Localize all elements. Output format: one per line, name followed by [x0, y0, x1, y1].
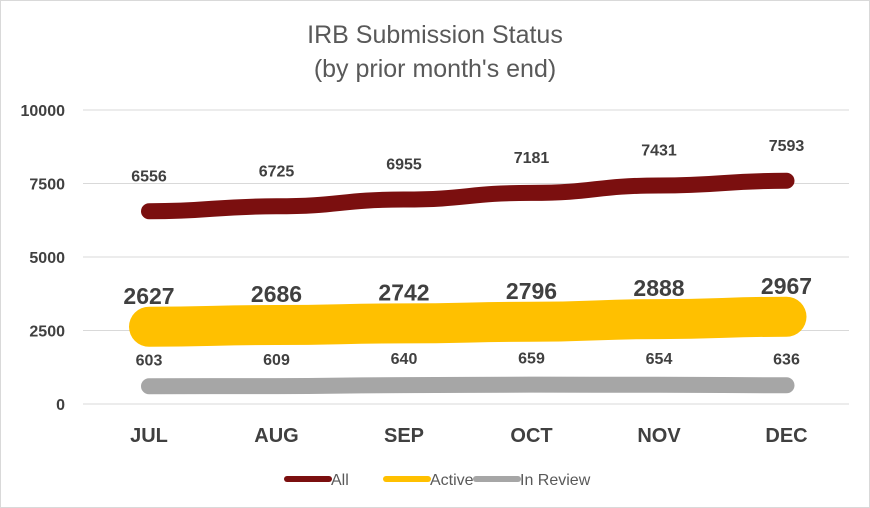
data-label: 6955	[386, 157, 422, 174]
x-tick-label: SEP	[384, 425, 424, 447]
data-label: 654	[646, 351, 673, 368]
data-labels: 6556 6725 6955 7181 7431 7593 2627 2686 2742 2796…	[123, 138, 812, 370]
legend-label: In Review	[520, 472, 591, 489]
data-label: 2742	[378, 279, 429, 305]
series-lines	[129, 172, 807, 395]
data-label: 2627	[123, 283, 174, 309]
data-label: 6725	[259, 163, 295, 180]
series-line-active	[129, 296, 807, 347]
x-tick-label: NOV	[637, 425, 681, 447]
chart-title: IRB Submission Status (by prior month's …	[307, 21, 563, 83]
data-label: 7181	[514, 150, 550, 167]
data-label: 640	[391, 351, 418, 368]
x-tick-label: DEC	[765, 425, 807, 447]
y-tick-label: 5000	[29, 250, 65, 267]
data-label: 7431	[641, 143, 677, 160]
y-tick-label: 2500	[29, 324, 65, 341]
x-tick-label: AUG	[254, 425, 298, 447]
legend: All Active In Review	[284, 472, 591, 489]
y-tick-label: 10000	[21, 103, 66, 120]
data-label: 2967	[761, 273, 812, 299]
x-axis: JUL AUG SEP OCT NOV DEC	[130, 425, 808, 447]
data-label: 636	[773, 351, 800, 368]
chart-title-line-1: IRB Submission Status	[307, 21, 563, 49]
data-label: 6556	[131, 168, 167, 185]
y-tick-label: 0	[56, 397, 65, 414]
y-tick-label: 7500	[29, 177, 65, 194]
data-label: 2796	[506, 278, 557, 304]
data-label: 2686	[251, 281, 302, 307]
data-label: 609	[263, 352, 290, 369]
data-label: 603	[136, 352, 163, 369]
legend-label: Active	[430, 472, 474, 489]
series-line-all	[141, 172, 795, 220]
y-axis: 0 2500 5000 7500 10000	[21, 103, 66, 414]
data-label: 659	[518, 351, 545, 368]
chart-title-line-2: (by prior month's end)	[314, 55, 556, 83]
x-tick-label: JUL	[130, 425, 168, 447]
gridlines	[83, 109, 849, 405]
legend-label: All	[331, 472, 349, 489]
series-line-in-review	[141, 376, 795, 395]
data-label: 2888	[633, 275, 684, 301]
data-label: 7593	[769, 138, 805, 155]
x-tick-label: OCT	[510, 425, 552, 447]
